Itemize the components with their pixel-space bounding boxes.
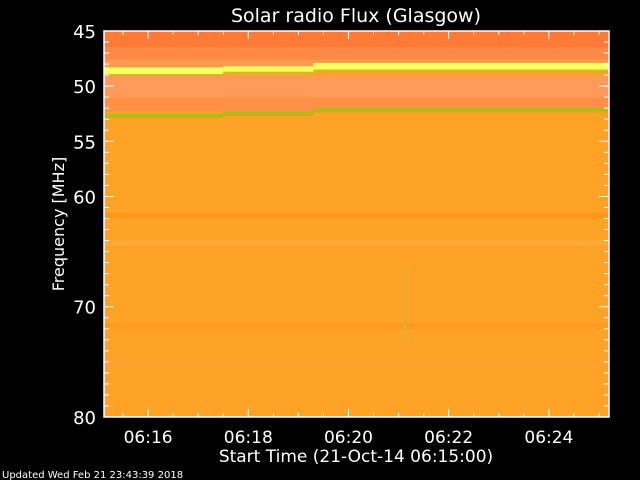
y-tick-label: 70 bbox=[73, 298, 96, 319]
x-tick-label: 06:24 bbox=[524, 428, 573, 448]
spectrogram-band bbox=[104, 31, 609, 48]
x-axis-label: Start Time (21-Oct-14 06:15:00) bbox=[219, 447, 493, 467]
y-tick-label: 60 bbox=[73, 187, 96, 208]
y-axis-label: Frequency [MHz] bbox=[49, 157, 68, 291]
spectrogram-band bbox=[104, 240, 609, 247]
x-tick-label: 06:22 bbox=[424, 428, 473, 448]
spectrogram-band bbox=[104, 97, 609, 112]
axes: 45 50 55 60 70 80 06:16 06:18 06:20 06:22 06:24 bbox=[73, 22, 610, 448]
spectrogram-band bbox=[104, 113, 224, 119]
y-tick-label: 55 bbox=[73, 132, 96, 153]
y-tick-label: 45 bbox=[73, 22, 96, 43]
y-tick-label: 50 bbox=[73, 77, 96, 98]
spectrogram-band bbox=[104, 74, 224, 77]
spectrogram-band bbox=[104, 67, 224, 75]
spectrogram-band bbox=[403, 268, 407, 346]
plot-area bbox=[104, 31, 609, 417]
spectrogram-band bbox=[104, 212, 609, 219]
spectrogram-band bbox=[104, 323, 609, 329]
plot-frame bbox=[103, 30, 610, 418]
spectrogram-band bbox=[104, 47, 609, 60]
x-tick-label: 06:18 bbox=[224, 428, 273, 448]
y-tick-label: 80 bbox=[73, 408, 96, 429]
spectrogram-band bbox=[313, 108, 609, 113]
x-tick-label: 06:20 bbox=[324, 428, 373, 448]
spectrogram-band bbox=[313, 69, 609, 72]
x-tick-label: 06:16 bbox=[124, 428, 173, 448]
spectrogram-band bbox=[223, 71, 314, 75]
updated-timestamp: Updated Wed Feb 21 23:43:39 2018 bbox=[2, 470, 183, 480]
spectrogram-band bbox=[104, 76, 609, 98]
spectrogram-band bbox=[223, 111, 314, 116]
spectrogram-band bbox=[104, 361, 609, 368]
spectrogram-band bbox=[223, 66, 314, 72]
chart-title: Solar radio Flux (Glasgow) bbox=[231, 5, 481, 27]
spectrogram-band bbox=[313, 62, 609, 70]
